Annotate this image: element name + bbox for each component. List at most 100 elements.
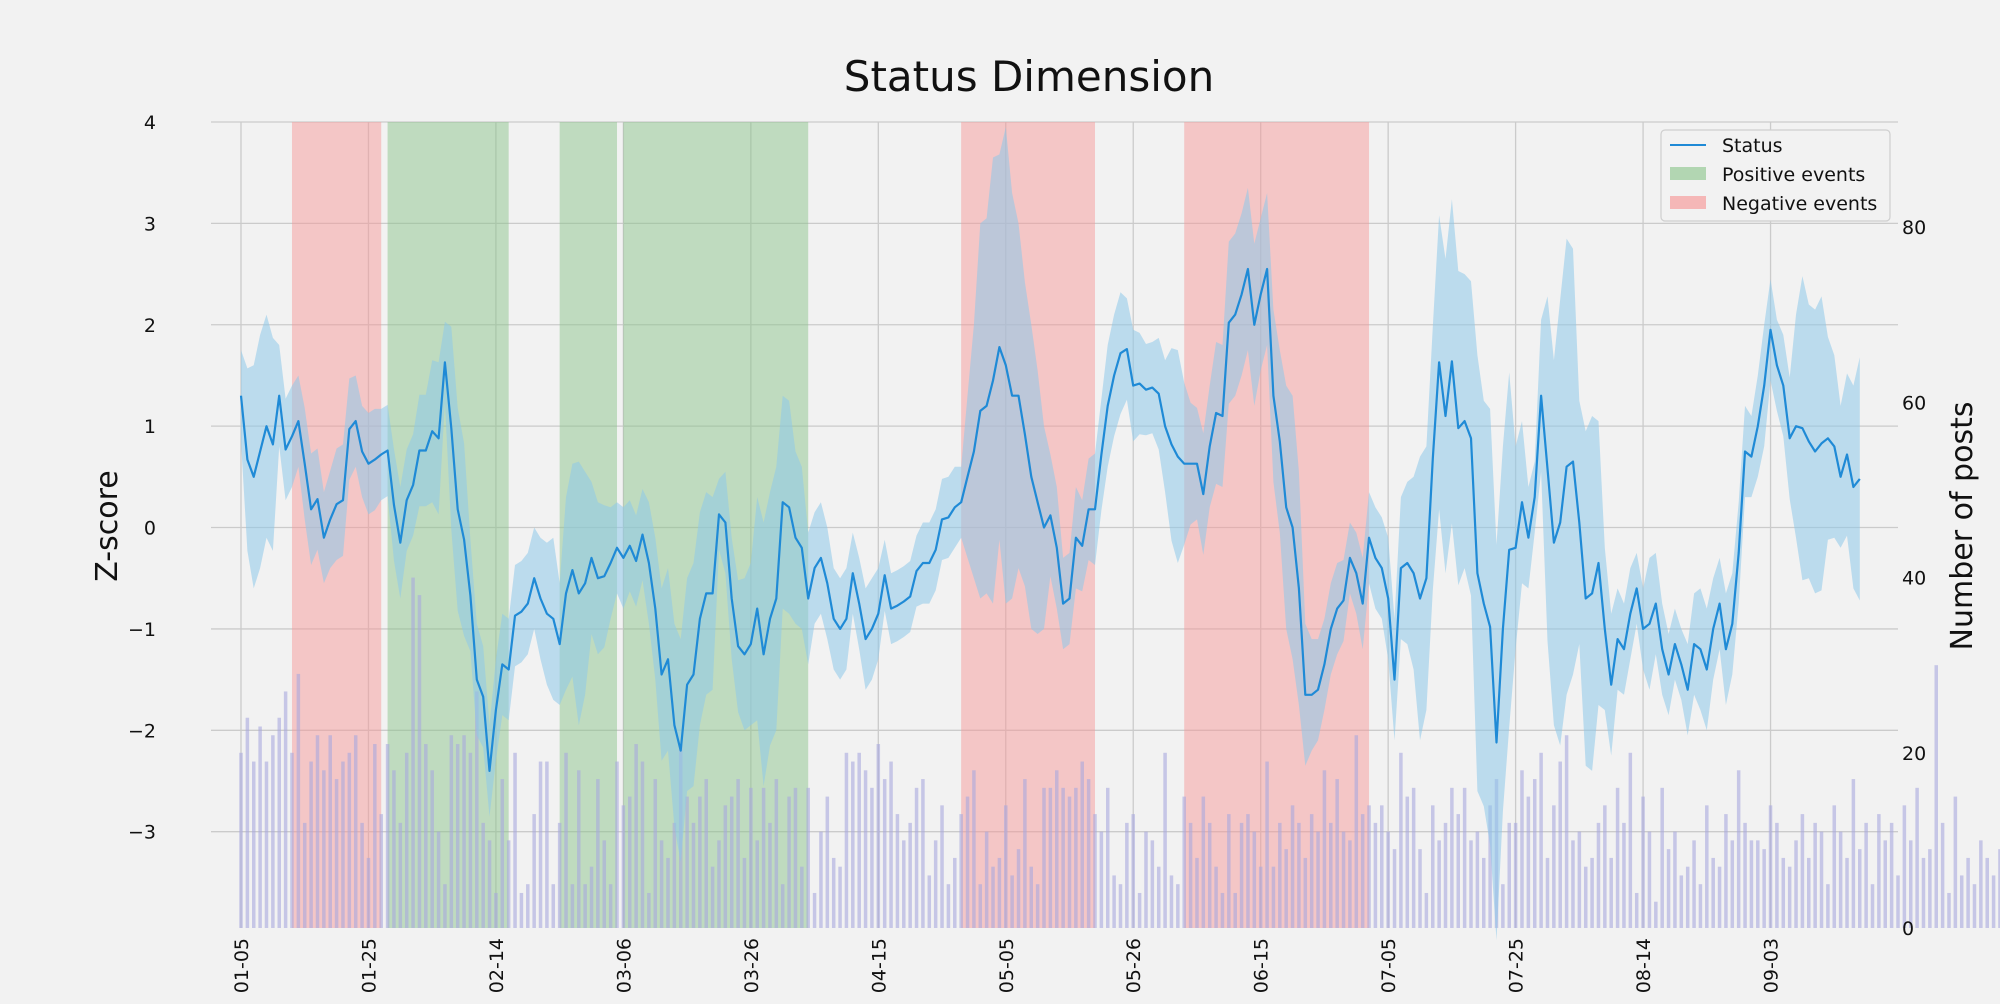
post-count-bar [1870, 884, 1875, 928]
post-count-bar [1399, 752, 1403, 928]
post-count-bar [277, 717, 281, 928]
post-count-bar [532, 814, 536, 928]
post-count-bar [615, 761, 619, 928]
post-count-bar [290, 752, 294, 928]
post-count-bar [1685, 866, 1690, 928]
post-count-bar [1501, 884, 1505, 928]
post-count-bar [653, 779, 658, 928]
post-count-bar [1265, 761, 1269, 928]
post-count-bar [1526, 796, 1531, 928]
post-count-bar [296, 673, 301, 928]
post-count-bar [1736, 770, 1741, 928]
y2-tick-label: 80 [1902, 217, 1926, 239]
post-count-bar [1921, 857, 1926, 928]
post-count-bar [1826, 884, 1830, 928]
post-count-bar [857, 752, 861, 928]
post-count-bar [940, 805, 944, 928]
post-count-bar [334, 779, 339, 928]
post-count-bar [1035, 884, 1040, 928]
post-count-bar [1998, 849, 2000, 928]
post-count-bar [1016, 849, 1021, 928]
post-count-bar [1558, 761, 1562, 928]
post-count-bar [1979, 840, 1983, 928]
post-count-bar [1380, 805, 1384, 928]
post-count-bar [1424, 892, 1429, 928]
post-count-bar [436, 831, 441, 928]
post-count-bar [1622, 822, 1626, 928]
post-count-bar [768, 822, 772, 928]
legend-swatch-positive [1670, 167, 1706, 180]
post-count-bar [1717, 866, 1722, 928]
status-confidence-band [241, 127, 1860, 941]
post-count-bar [1029, 866, 1034, 928]
post-count-bar [1201, 796, 1206, 928]
post-count-bar [1660, 787, 1664, 928]
post-count-bar [1985, 857, 1989, 928]
post-count-bar [812, 892, 817, 928]
y-tick-label: 4 [144, 112, 156, 134]
post-count-bar [1354, 735, 1359, 928]
post-count-bar [589, 866, 594, 928]
post-count-bar [443, 884, 447, 928]
post-count-bar [1673, 831, 1677, 928]
tick-labels: 4 3 2 1 0 −1 −2 −3 0 20 40 60 80 01-05 01-25 02-14 03-06… [128, 112, 1926, 993]
legend-label-status: Status [1722, 135, 1783, 157]
post-count-bar [1131, 814, 1135, 928]
x-tick-label: 08-14 [1633, 938, 1655, 993]
post-count-bar [921, 779, 925, 928]
post-count-bar [1443, 822, 1448, 928]
post-count-bar [774, 779, 779, 928]
post-count-bar [1488, 805, 1492, 928]
post-count-bar [1348, 840, 1352, 928]
post-count-bar [1227, 814, 1231, 928]
x-tick-label: 07-25 [1506, 938, 1528, 993]
post-count-bar [506, 840, 511, 928]
post-count-bar [1781, 857, 1786, 928]
legend-label-positive: Positive events [1722, 164, 1865, 186]
post-count-bar [1373, 822, 1378, 928]
post-count-bar [1934, 665, 1938, 928]
post-count-bar [978, 884, 983, 928]
post-count-bar [1654, 901, 1658, 928]
post-count-bar [1851, 779, 1856, 928]
post-count-bar [1392, 849, 1397, 928]
post-count-bar [1768, 805, 1773, 928]
post-count-bar [1571, 840, 1575, 928]
post-count-bar [602, 840, 607, 928]
x-tick-label: 03-06 [613, 938, 635, 993]
post-count-bar [392, 770, 396, 928]
legend: Status Positive events Negative events [1660, 129, 1891, 222]
post-count-bar [1125, 822, 1129, 928]
post-count-bar [1896, 875, 1900, 928]
post-count-bar [1335, 779, 1339, 928]
post-count-bar [1156, 866, 1161, 928]
post-count-bar [500, 779, 505, 928]
post-count-bar [1367, 805, 1371, 928]
post-count-bar [481, 822, 485, 928]
post-count-bar [1800, 814, 1805, 928]
y-tick-label: 3 [144, 213, 156, 235]
post-count-bar [526, 884, 530, 928]
post-count-bar [1462, 787, 1467, 928]
post-count-bar [1647, 831, 1652, 928]
post-count-bar [347, 752, 352, 928]
post-count-bar [1838, 831, 1843, 928]
post-count-bar [1093, 814, 1097, 928]
x-tick-label: 05-26 [1123, 938, 1145, 993]
post-count-bar [513, 752, 517, 928]
post-count-bar [538, 761, 543, 928]
post-count-bar [1437, 840, 1441, 928]
post-count-bar [927, 875, 932, 928]
post-count-bar [1615, 787, 1620, 928]
post-count-bar [1163, 752, 1167, 928]
y2-tick-label: 40 [1902, 568, 1926, 590]
post-count-bar [1411, 787, 1416, 928]
post-count-bar [1845, 857, 1849, 928]
post-count-bar [1915, 787, 1919, 928]
post-count-bar [258, 726, 262, 928]
post-count-bar [494, 892, 498, 928]
post-count-bar [691, 822, 696, 928]
post-count-bar [1112, 875, 1116, 928]
post-count-bar [914, 787, 919, 928]
